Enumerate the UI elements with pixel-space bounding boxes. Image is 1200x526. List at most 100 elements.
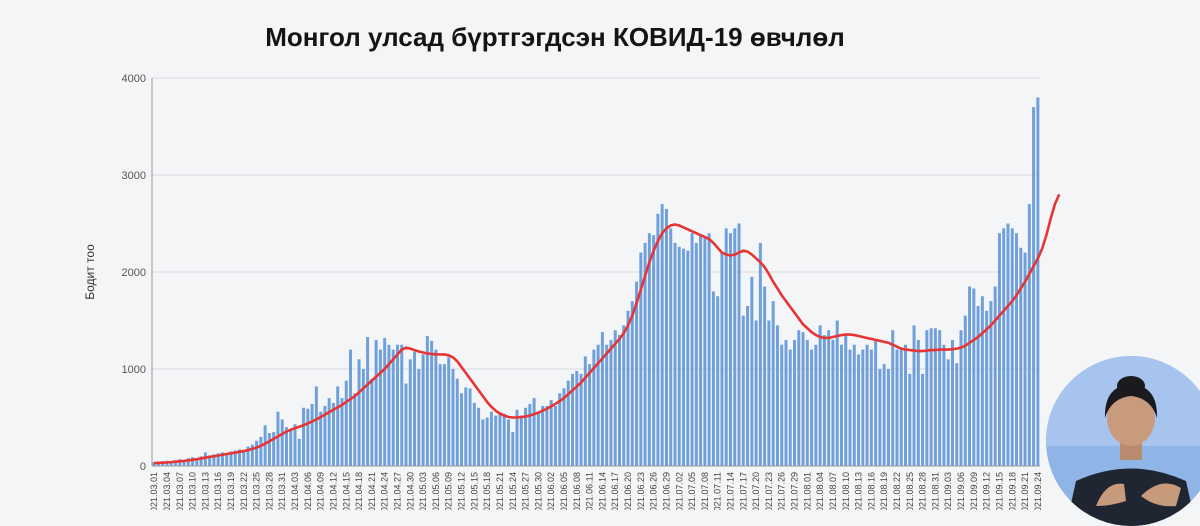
bar: [805, 339, 809, 466]
bar: [904, 344, 908, 466]
bar: [835, 320, 839, 466]
y-tick-label: 4000: [122, 73, 146, 85]
bar: [716, 296, 720, 466]
presenter-inset: [1046, 356, 1200, 526]
x-tick-label: 2021.04.06: [303, 472, 313, 510]
bar: [694, 242, 698, 466]
bar: [976, 305, 980, 466]
bar: [186, 458, 190, 466]
bar: [511, 432, 515, 466]
x-tick-label: 2021.05.18: [482, 472, 492, 510]
bar: [609, 339, 613, 466]
bar: [827, 330, 831, 466]
bar: [771, 301, 775, 466]
bar: [882, 364, 886, 466]
bar: [353, 393, 357, 466]
bar: [203, 452, 207, 466]
y-tick-label: 2000: [122, 267, 146, 279]
bar: [191, 457, 195, 466]
bar: [592, 349, 596, 466]
bar: [460, 393, 464, 466]
bar: [630, 301, 634, 466]
bar: [494, 415, 498, 466]
x-tick-label: 2021.04.03: [290, 472, 300, 510]
x-tick-label: 2021.04.24: [380, 472, 390, 510]
bar: [929, 328, 933, 466]
bar: [502, 413, 506, 466]
bar: [946, 359, 950, 466]
bar: [933, 328, 937, 466]
bar: [950, 339, 954, 466]
x-tick-label: 2021.04.12: [328, 472, 338, 510]
bar: [498, 412, 502, 466]
bar: [566, 380, 570, 466]
bar: [1032, 107, 1036, 466]
x-tick-label: 2021.09.12: [982, 472, 992, 510]
x-tick-label: 2021.03.22: [239, 472, 249, 510]
bar: [1006, 223, 1010, 466]
x-tick-label: 2021.08.25: [905, 472, 915, 510]
x-tick-label: 2021.03.13: [200, 472, 210, 510]
bar: [955, 363, 959, 466]
bar: [233, 450, 237, 466]
bar: [596, 344, 600, 466]
bar: [323, 405, 327, 466]
bar: [758, 242, 762, 466]
bar: [639, 252, 643, 466]
bar: [728, 233, 732, 466]
bar: [972, 288, 976, 466]
x-tick-label: 2021.07.17: [738, 472, 748, 510]
x-tick-label: 2021.05.09: [444, 472, 454, 510]
x-tick-label: 2021.09.18: [1007, 472, 1017, 510]
bar: [912, 325, 916, 466]
trend-line: [154, 193, 1061, 465]
bar: [553, 405, 557, 466]
bar: [724, 228, 728, 466]
bar: [963, 315, 967, 466]
bar: [647, 233, 651, 466]
bar: [1019, 247, 1023, 466]
bar: [707, 233, 711, 466]
bar: [857, 354, 861, 466]
bar: [865, 344, 869, 466]
x-tick-label: 2021.06.20: [623, 472, 633, 510]
bar: [506, 419, 510, 466]
x-tick-label: 2021.07.29: [790, 472, 800, 510]
bar: [938, 330, 942, 466]
bar: [558, 393, 562, 466]
bar: [780, 344, 784, 466]
bar: [852, 344, 856, 466]
bar: [750, 276, 754, 466]
bar: [908, 373, 912, 466]
bar: [541, 405, 545, 466]
bar: [673, 242, 677, 466]
x-tick-label: 2021.03.10: [188, 472, 198, 510]
bar: [1027, 204, 1031, 466]
bar: [289, 429, 293, 466]
bar: [643, 242, 647, 466]
x-tick-label: 2021.04.21: [367, 472, 377, 510]
bar: [895, 349, 899, 466]
bar: [246, 446, 250, 466]
bar: [916, 339, 920, 466]
x-tick-label: 2021.07.02: [674, 472, 684, 510]
bar: [686, 250, 690, 466]
bar: [464, 387, 468, 466]
bar: [173, 460, 177, 466]
bar: [579, 373, 583, 466]
x-tick-label: 2021.05.15: [469, 472, 479, 510]
bar: [652, 235, 656, 466]
bar: [801, 332, 805, 466]
bar: [519, 415, 523, 466]
bar: [336, 386, 340, 466]
x-tick-label: 2021.09.21: [1020, 472, 1030, 510]
bar: [549, 400, 553, 466]
bar: [1023, 252, 1027, 466]
x-tick-label: 2021.08.07: [828, 472, 838, 510]
bar: [528, 403, 532, 466]
bar: [366, 336, 370, 466]
bar: [660, 204, 664, 466]
bar: [993, 286, 997, 466]
y-tick-label: 0: [140, 461, 146, 473]
